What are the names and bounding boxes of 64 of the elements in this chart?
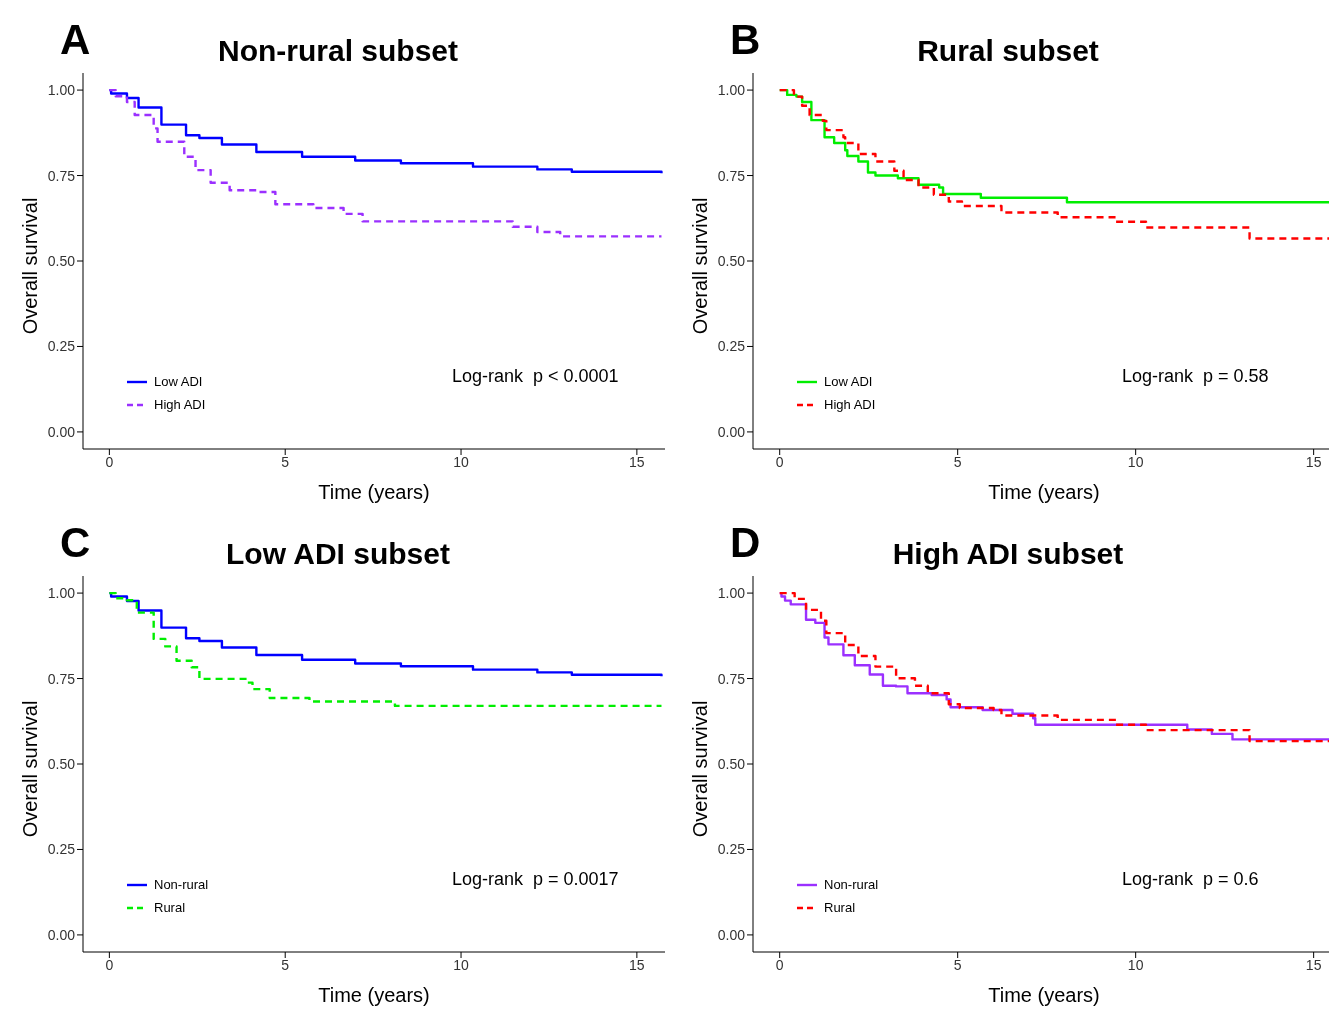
chart-title: Rural subset — [917, 34, 1099, 67]
y-tick-label: 0.00 — [47, 423, 76, 440]
y-axis-title: Overall survival — [688, 699, 712, 840]
chart-title: Low ADI subset — [226, 537, 450, 570]
x-tick-label: 15 — [1305, 956, 1322, 973]
y-tick-label: 0.25 — [717, 841, 746, 858]
chart-title: High ADI subset — [892, 537, 1124, 570]
y-tick-label: 1.00 — [717, 585, 746, 602]
y-tick-label: 0.25 — [47, 841, 76, 858]
x-tick-label: 15 — [629, 956, 645, 973]
text: B — [730, 16, 761, 64]
y-tick-label: 0.50 — [717, 755, 746, 772]
x-tick-label: 5 — [953, 956, 962, 973]
x-axis-title: Time (years) — [318, 481, 430, 503]
x-tick-label: 0 — [775, 453, 784, 470]
y-tick-label: 0.00 — [717, 926, 746, 943]
x-tick-label: 5 — [281, 956, 290, 973]
legend-label: Low ADI — [824, 373, 873, 391]
x-axis-title: Time (years) — [988, 984, 1100, 1006]
y-axis-title: Overall survival — [18, 196, 42, 337]
legend-label: Rural — [154, 899, 186, 917]
legend-label: Non-rural — [154, 876, 209, 894]
annotation: Log-rank p = 0.0017 — [452, 869, 619, 890]
y-tick-label: 1.00 — [717, 82, 746, 99]
x-tick-label: 0 — [105, 453, 114, 470]
y-axis-title: Overall survival — [688, 196, 712, 337]
y-tick-label: 0.50 — [47, 755, 76, 772]
y-tick-label: 0.75 — [717, 670, 746, 687]
x-axis-title: Time (years) — [988, 481, 1100, 503]
text: D — [730, 519, 761, 567]
x-tick-label: 10 — [1127, 453, 1144, 470]
annotation: Log-rank p < 0.0001 — [452, 366, 619, 387]
y-tick-label: 0.50 — [717, 252, 746, 269]
y-tick-label: 1.00 — [47, 82, 76, 99]
y-tick-label: 0.75 — [47, 167, 76, 184]
legend-label: Non-rural — [824, 876, 879, 894]
x-tick-label: 0 — [775, 956, 784, 973]
legend-label: High ADI — [824, 396, 876, 414]
chart-title: Non-rural subset — [217, 34, 459, 67]
y-tick-label: 0.50 — [47, 252, 76, 269]
x-tick-label: 5 — [281, 453, 290, 470]
legend-label: Rural — [824, 899, 856, 917]
y-tick-label: 1.00 — [47, 585, 76, 602]
x-tick-label: 15 — [1305, 453, 1322, 470]
annotation: Log-rank p = 0.58 — [1122, 366, 1269, 387]
y-tick-label: 0.25 — [717, 338, 746, 355]
x-tick-label: 10 — [453, 956, 470, 973]
annotation: Log-rank p = 0.6 — [1122, 869, 1259, 890]
y-tick-label: 0.00 — [47, 926, 76, 943]
y-axis-title: Overall survival — [18, 699, 42, 840]
y-tick-label: 0.25 — [47, 338, 76, 355]
x-tick-label: 0 — [105, 956, 114, 973]
x-tick-label: 10 — [453, 453, 470, 470]
x-tick-label: 15 — [629, 453, 645, 470]
y-tick-label: 0.75 — [47, 670, 76, 687]
y-tick-label: 0.00 — [717, 423, 746, 440]
legend-label: High ADI — [154, 396, 206, 414]
x-tick-label: 10 — [1127, 956, 1144, 973]
text: A — [60, 16, 91, 64]
x-tick-label: 5 — [953, 453, 962, 470]
y-tick-label: 0.75 — [717, 167, 746, 184]
legend-label: Low ADI — [154, 373, 203, 391]
x-axis-title: Time (years) — [318, 984, 430, 1006]
text: C — [60, 519, 91, 567]
